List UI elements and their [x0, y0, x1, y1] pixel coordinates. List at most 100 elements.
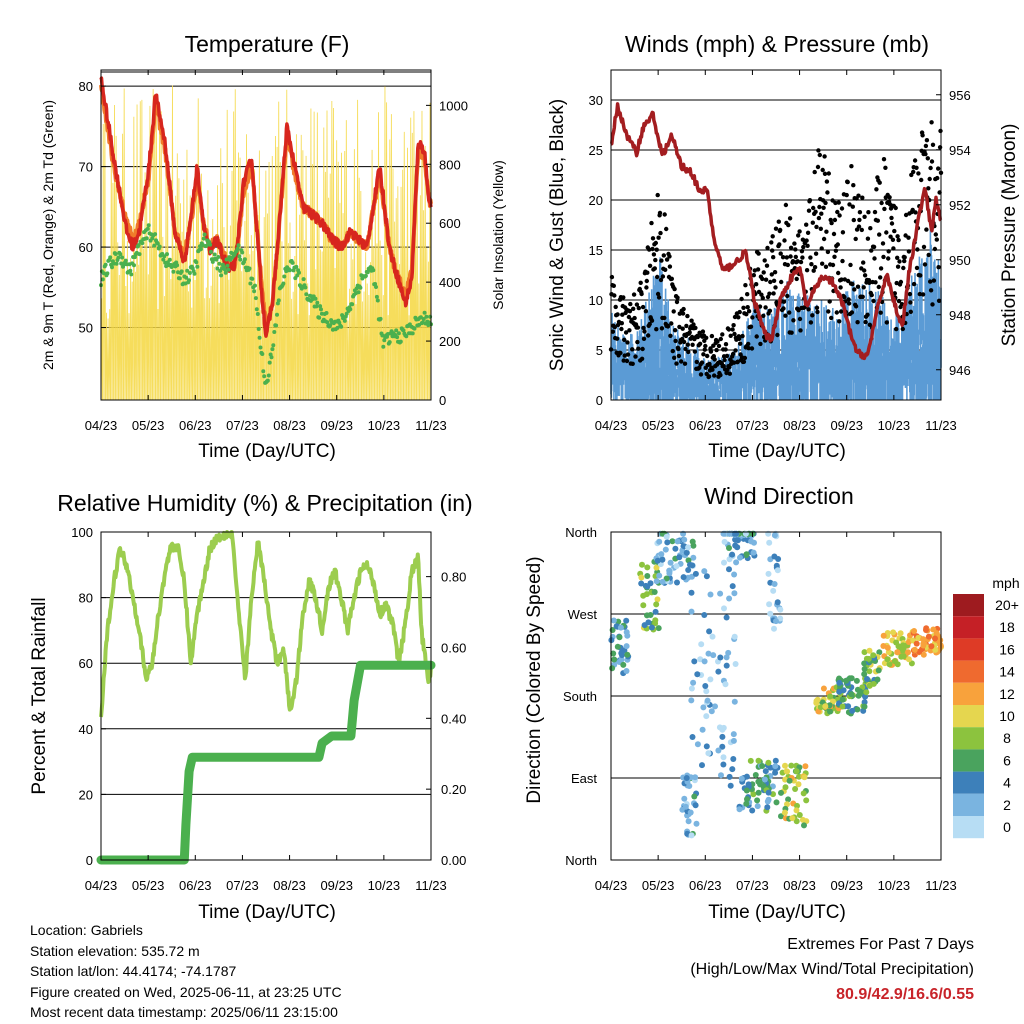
- colorbar-label: 14: [999, 664, 1015, 680]
- dewpoint-point: [421, 317, 426, 321]
- wind-direction-point: [692, 802, 699, 809]
- gust-point: [827, 299, 832, 304]
- gust-point: [796, 233, 801, 238]
- wind-direction-point: [759, 763, 766, 769]
- colorbar-swatch: [953, 616, 984, 639]
- gust-point: [928, 279, 933, 284]
- gust-point: [710, 367, 715, 372]
- wind-direction-point: [653, 564, 660, 571]
- gust-point: [665, 324, 671, 329]
- wind-direction-point: [915, 634, 922, 641]
- colorbar-label: 16: [999, 641, 1015, 657]
- gust-point: [773, 226, 779, 231]
- gust-point: [829, 315, 834, 321]
- gust-point: [779, 279, 784, 285]
- wind-direction-point: [653, 578, 660, 585]
- gust-point: [822, 171, 828, 176]
- gust-point: [657, 210, 663, 216]
- gust-point: [641, 336, 647, 341]
- wind-direction-point: [755, 789, 762, 796]
- wind-direction-point: [624, 632, 631, 639]
- gust-point: [880, 241, 886, 246]
- wind-direction-xtick-label: 10/23: [878, 878, 911, 893]
- gust-point: [737, 336, 742, 341]
- humidity-right-ytick-label: 0.00: [441, 853, 466, 868]
- gust-point: [653, 240, 658, 246]
- humidity-title: Relative Humidity (%) & Precipitation (i…: [57, 490, 472, 516]
- wind-direction-point: [654, 557, 661, 564]
- gust-point: [778, 251, 783, 256]
- gust-point: [741, 305, 746, 310]
- gust-point: [682, 361, 688, 366]
- gust-point: [635, 325, 641, 330]
- dewpoint-point: [255, 312, 260, 316]
- dewpoint-point: [217, 261, 222, 266]
- t2m-line: [99, 76, 433, 338]
- wind-direction-point: [752, 772, 759, 778]
- wind-direction-point: [766, 539, 773, 546]
- dewpoint-point: [250, 276, 255, 281]
- gust-point: [920, 133, 925, 138]
- wind-direction-point: [666, 567, 673, 574]
- wind-direction-panel: Wind Direction NorthEastSouthWestNorth04…: [524, 483, 1020, 923]
- dewpoint-point: [287, 268, 292, 273]
- wind-direction-point: [854, 706, 861, 713]
- gust-point: [721, 363, 726, 369]
- gust-point: [646, 333, 651, 338]
- gust-point: [715, 339, 720, 344]
- dewpoint-point: [394, 328, 399, 333]
- gust-point: [922, 262, 928, 267]
- wind-direction-point: [674, 538, 681, 545]
- wind-direction-point: [861, 649, 868, 656]
- dewpoint-point: [236, 243, 241, 248]
- wind-direction-point: [755, 757, 762, 764]
- wind-direction-point: [792, 786, 799, 792]
- gust-point: [814, 305, 820, 310]
- wind-direction-point: [766, 601, 773, 608]
- colorbar-label: 2: [1003, 797, 1011, 813]
- wind-direction-point: [619, 652, 625, 659]
- colorbar-swatch: [953, 594, 984, 617]
- wind-direction-point: [707, 591, 714, 598]
- gust-point: [896, 237, 901, 243]
- temperature-right-ytick-label: 0: [439, 393, 446, 408]
- wind-direction-point: [638, 574, 645, 581]
- wind-direction-point: [664, 539, 671, 546]
- gust-point: [750, 315, 755, 320]
- winds-xtick-label: 07/23: [736, 418, 769, 433]
- gust-point: [851, 183, 856, 188]
- gust-point: [821, 205, 826, 210]
- data-timestamp: Most recent data timestamp: 2025/06/11 2…: [30, 1004, 338, 1020]
- wind-direction-point: [723, 662, 730, 669]
- gust-point: [661, 253, 666, 258]
- dewpoint-point: [146, 223, 151, 228]
- wind-direction-point: [785, 796, 792, 803]
- winds-right-ytick-label: 950: [949, 253, 971, 268]
- gust-point: [815, 309, 820, 315]
- gust-point: [861, 285, 866, 290]
- gust-point: [818, 226, 823, 231]
- humidity-plot-frame: [100, 531, 432, 861]
- gust-point: [836, 270, 841, 276]
- gust-point: [655, 291, 661, 297]
- wind-direction-point: [911, 646, 918, 653]
- dewpoint-point: [247, 266, 252, 271]
- gust-point: [743, 283, 748, 288]
- gust-point: [931, 278, 937, 283]
- wind-direction-point: [710, 652, 717, 659]
- wind-direction-ytick-label: West: [568, 607, 598, 622]
- gust-point: [817, 152, 822, 158]
- winds-xtick-label: 11/23: [925, 418, 957, 433]
- dewpoint-point: [348, 307, 353, 312]
- gust-point: [856, 224, 862, 229]
- gust-point: [805, 243, 810, 248]
- gust-point: [824, 229, 829, 234]
- gust-point: [915, 247, 920, 252]
- dewpoint-point: [179, 269, 184, 274]
- temperature-right-ylabel: Solar Insolation (Yellow): [490, 160, 506, 310]
- dewpoint-point: [342, 318, 347, 323]
- wind-direction-point: [836, 679, 843, 686]
- gust-point: [691, 322, 696, 327]
- wind-direction-point: [905, 649, 911, 656]
- gust-point: [872, 256, 877, 261]
